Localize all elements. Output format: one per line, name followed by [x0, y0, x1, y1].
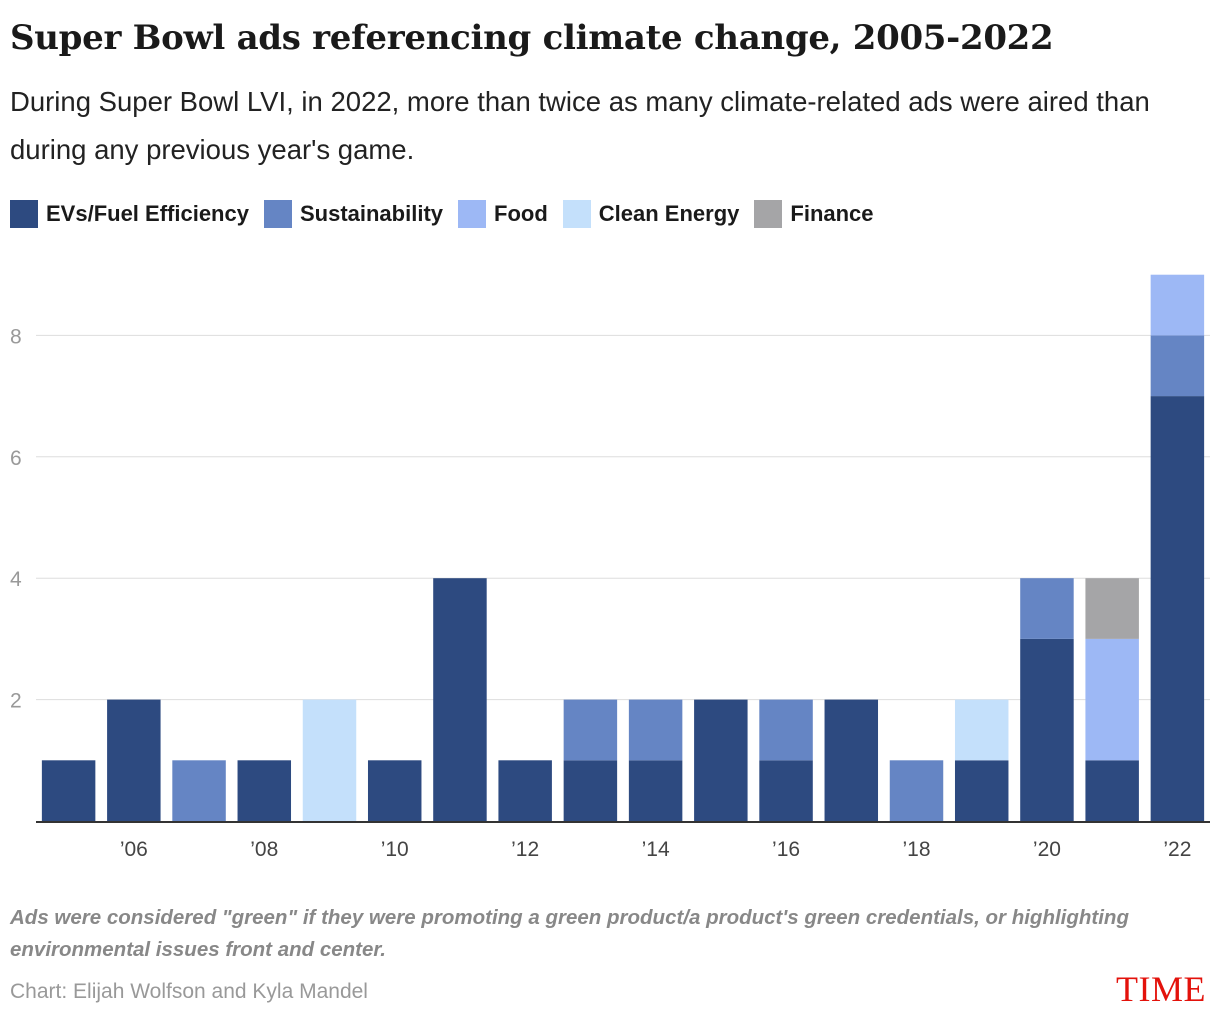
x-tick-label-2014: ’14: [642, 838, 670, 861]
bar-2014-evs-fuel-efficiency: [628, 760, 683, 821]
bar-2016-sustainability: [759, 699, 813, 761]
legend-item-food: Food: [458, 200, 548, 228]
bar-2021-finance: [1085, 578, 1139, 639]
bar-2020-sustainability: [1020, 578, 1074, 639]
bar-2007-sustainability: [172, 760, 226, 821]
legend-swatch-sustainability: [263, 200, 292, 228]
bar-2011-evs-fuel-efficiency: [433, 578, 487, 821]
x-tick-label-2020: ’20: [1033, 838, 1061, 861]
bar-2022-food: [1150, 274, 1205, 336]
bar-2013-sustainability: [563, 699, 618, 761]
y-tick-label-6: 6: [10, 447, 22, 470]
bar-2019-clean-energy: [954, 699, 1009, 761]
bar-2020-evs-fuel-efficiency: [1020, 638, 1074, 821]
bar-2019-evs-fuel-efficiency: [954, 760, 1009, 821]
bar-2022-evs-fuel-efficiency: [1150, 396, 1205, 821]
legend-label-clean-energy: Clean Energy: [598, 201, 740, 226]
time-logo: TIME: [1116, 969, 1206, 1009]
legend-label-food: Food: [494, 201, 548, 226]
legend-swatch-clean-energy: [562, 200, 591, 228]
legend-label-sustainability: Sustainability: [299, 201, 444, 226]
stacked-bar-chart: 2 4 6 8 ’06 ’08 ’10 ’12 ’14 ’16 ’18 ’20 ’22: [10, 274, 1210, 861]
x-tick-label-2022: ’22: [1163, 838, 1191, 861]
bar-2021-food: [1085, 638, 1139, 761]
x-tick-label-2010: ’10: [381, 838, 409, 861]
bar-2006-evs-fuel-efficiency: [107, 699, 161, 821]
y-tick-label-2: 2: [10, 690, 22, 713]
bar-2022-sustainability: [1150, 335, 1205, 397]
y-tick-label-4: 4: [10, 568, 22, 591]
bar-2014-sustainability: [628, 699, 683, 761]
y-tick-label-8: 8: [10, 325, 22, 348]
bar-2005-evs-fuel-efficiency: [41, 760, 96, 821]
legend-swatch-evs: [10, 200, 38, 228]
bar-2008-evs-fuel-efficiency: [237, 760, 292, 821]
x-tick-label-2018: ’18: [902, 838, 930, 861]
legend-swatch-food: [458, 200, 487, 228]
bar-2010-evs-fuel-efficiency: [367, 760, 422, 821]
legend-item-finance: Finance: [754, 200, 874, 228]
chart-credit: Chart: Elijah Wolfson and Kyla Mandel: [10, 980, 368, 1003]
x-tick-label-2012: ’12: [511, 838, 539, 861]
legend-item-clean-energy: Clean Energy: [562, 200, 740, 228]
bar-2021-evs-fuel-efficiency: [1085, 760, 1139, 821]
chart-title: Super Bowl ads referencing climate chang…: [10, 18, 1054, 58]
bar-2016-evs-fuel-efficiency: [759, 760, 813, 821]
bar-2013-evs-fuel-efficiency: [563, 760, 618, 821]
legend: EVs/Fuel Efficiency Sustainability Food …: [10, 200, 889, 228]
x-tick-label-2016: ’16: [772, 838, 800, 861]
legend-item-sustainability: Sustainability: [263, 200, 444, 228]
bar-2015-evs-fuel-efficiency: [694, 699, 748, 821]
legend-label-finance: Finance: [790, 201, 874, 226]
legend-swatch-finance: [754, 200, 783, 228]
x-tick-label-2008: ’08: [250, 838, 278, 861]
legend-item-evs: EVs/Fuel Efficiency: [10, 200, 249, 228]
bar-2018-sustainability: [889, 760, 944, 821]
bar-2012-evs-fuel-efficiency: [498, 760, 552, 821]
chart-subtitle: During Super Bowl LVI, in 2022, more tha…: [10, 86, 1150, 165]
x-tick-label-2006: ’06: [120, 838, 148, 861]
methodology-note: Ads were considered "green" if they were…: [10, 906, 1129, 961]
bar-2009-clean-energy: [302, 699, 357, 821]
bar-2017-evs-fuel-efficiency: [824, 699, 879, 821]
legend-label-evs: EVs/Fuel Efficiency: [46, 201, 249, 226]
